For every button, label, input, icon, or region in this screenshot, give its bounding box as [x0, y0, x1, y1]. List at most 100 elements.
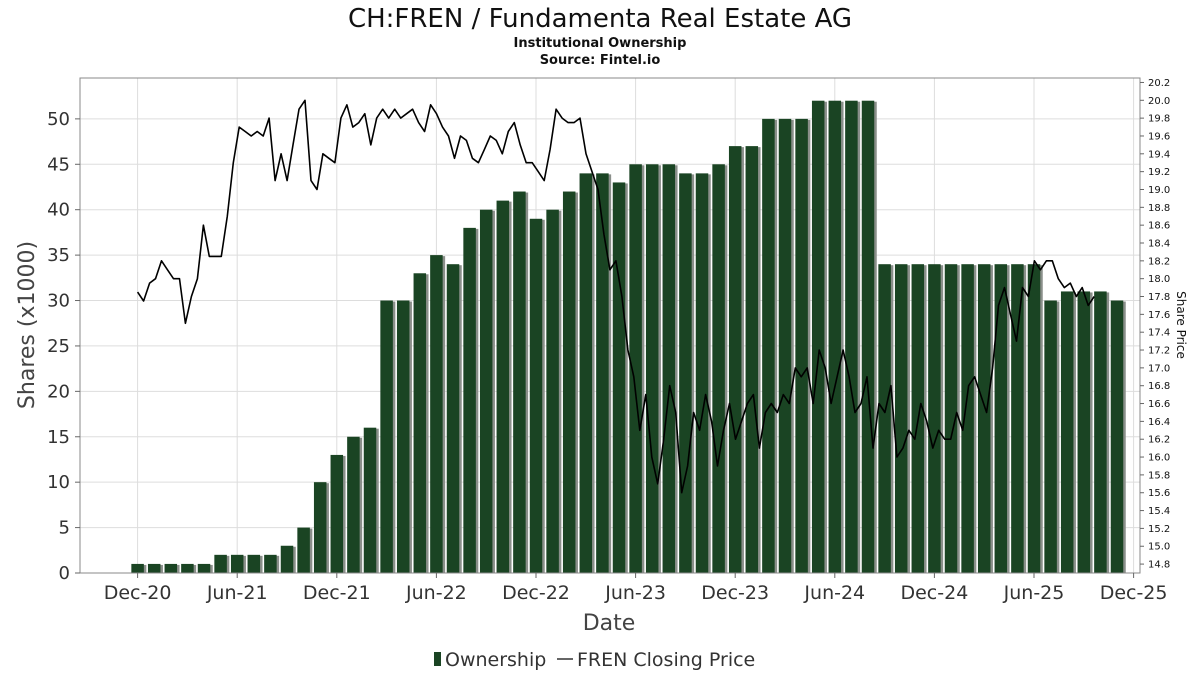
ownership-bar: [861, 100, 875, 573]
ownership-bar: [894, 264, 908, 573]
x-tick-label: Jun-24: [803, 582, 865, 604]
legend: Ownership FREN Closing Price: [434, 649, 755, 671]
ownership-bar: [645, 164, 659, 573]
ownership-bar: [147, 563, 161, 573]
y-tick-label: 25: [47, 336, 70, 357]
y2-tick-label: 16.2: [1148, 435, 1170, 446]
ownership-bar: [181, 563, 194, 573]
y2-axis-title: Share Price: [1174, 291, 1188, 359]
ownership-bar: [1110, 300, 1124, 573]
ownership-bar: [728, 146, 742, 573]
y2-tick-label: 17.8: [1148, 292, 1170, 303]
y2-tick-label: 20.0: [1148, 96, 1170, 107]
x-tick-label: Dec-20: [104, 582, 172, 604]
legend-ownership-swatch: [434, 652, 441, 666]
ownership-bar: [811, 100, 825, 573]
legend-price-label: FREN Closing Price: [577, 649, 755, 671]
ownership-bar: [280, 545, 294, 573]
y2-tick-label: 18.0: [1148, 274, 1170, 285]
ownership-bar: [828, 100, 842, 573]
y2-tick-label: 17.6: [1148, 310, 1170, 321]
y2-tick-label: 18.6: [1148, 221, 1170, 232]
y-tick-label: 20: [47, 381, 70, 402]
ownership-bar: [944, 264, 958, 573]
ownership-bar: [977, 264, 991, 573]
y2-tick-label: 19.2: [1148, 167, 1170, 178]
ownership-bar: [313, 482, 327, 573]
price-polyline: [136, 99, 1095, 494]
ownership-bar: [413, 273, 427, 573]
ownership-bar: [695, 173, 709, 573]
y-axis-right: 14.8 15.0 15.2 15.4 15.6 15.8 16.0 16.2 16.4 16.6…: [1140, 78, 1170, 571]
x-axis-title: Date: [583, 611, 636, 636]
y-axis-title: Shares (x1000): [15, 241, 40, 409]
ownership-bar: [612, 182, 626, 574]
ownership-bar: [513, 191, 526, 573]
ownership-bar: [878, 264, 891, 573]
y2-tick-label: 17.0: [1148, 363, 1170, 374]
y2-tick-label: 18.4: [1148, 239, 1170, 250]
y2-tick-label: 15.6: [1148, 488, 1170, 499]
y2-tick-label: 19.8: [1148, 114, 1170, 125]
ownership-bar: [247, 554, 261, 573]
y2-tick-label: 19.4: [1148, 149, 1170, 160]
y-tick-label: 40: [47, 200, 70, 221]
legend-ownership-label: Ownership: [445, 649, 546, 671]
y-tick-label: 15: [47, 427, 70, 448]
ownership-bar: [679, 173, 692, 573]
ownership-bar: [596, 173, 609, 573]
ownership-bar: [164, 563, 178, 573]
ownership-bar: [1027, 264, 1041, 573]
ownership-bar: [380, 300, 393, 573]
ownership-bar: [994, 264, 1008, 573]
ownership-bar: [1011, 264, 1024, 573]
y2-tick-label: 17.2: [1148, 346, 1170, 357]
y-tick-label: 45: [47, 154, 70, 175]
y-tick-label: 35: [47, 245, 70, 266]
x-tick-label: Dec-25: [1100, 582, 1168, 604]
y2-tick-label: 15.8: [1148, 470, 1170, 481]
x-axis: Dec-20 Jun-21 Dec-21 Jun-22 Dec-22 Jun-23 Dec-…: [104, 573, 1168, 604]
ownership-bar: [1060, 291, 1074, 573]
y2-tick-label: 15.0: [1148, 542, 1170, 553]
y2-tick-label: 17.4: [1148, 328, 1170, 339]
ownership-bar: [546, 209, 559, 573]
ownership-bar: [297, 527, 310, 573]
ownership-bar: [845, 100, 858, 573]
ownership-bar: [479, 209, 493, 573]
x-tick-label: Dec-21: [303, 582, 371, 604]
ownership-bar: [529, 218, 543, 573]
ownership-bar: [214, 554, 227, 573]
ownership-bar: [745, 146, 759, 573]
ownership-bar: [1094, 291, 1107, 573]
x-tick-label: Dec-24: [900, 582, 968, 604]
y-tick-label: 30: [47, 291, 70, 312]
ownership-bar: [446, 264, 460, 573]
x-tick-label: Jun-25: [1003, 582, 1065, 604]
ownership-bar: [131, 563, 144, 573]
ownership-bar: [562, 191, 576, 573]
ownership-bar: [928, 264, 941, 573]
x-tick-label: Jun-21: [206, 582, 268, 604]
ownership-bar: [230, 554, 244, 573]
y2-tick-label: 16.4: [1148, 417, 1170, 428]
ownership-bar: [363, 427, 377, 573]
ownership-bar: [961, 264, 974, 573]
x-tick-label: Dec-23: [701, 582, 769, 604]
y2-tick-label: 19.6: [1148, 131, 1170, 142]
ownership-bar: [496, 200, 510, 573]
y2-tick-label: 15.4: [1148, 506, 1170, 517]
y2-tick-label: 20.2: [1148, 78, 1170, 89]
ownership-bar: [1077, 291, 1091, 573]
y2-tick-label: 16.0: [1148, 453, 1170, 464]
x-tick-label: Dec-22: [502, 582, 570, 604]
y2-tick-label: 18.8: [1148, 203, 1170, 214]
plot-frame: [79, 77, 1141, 574]
chart-subtitle-2: Source: Fintel.io: [540, 53, 661, 68]
y2-tick-label: 16.6: [1148, 399, 1170, 410]
y2-tick-label: 15.2: [1148, 524, 1170, 535]
y2-tick-label: 14.8: [1148, 560, 1170, 571]
y-tick-label: 0: [59, 563, 70, 584]
ownership-bar: [629, 164, 642, 573]
